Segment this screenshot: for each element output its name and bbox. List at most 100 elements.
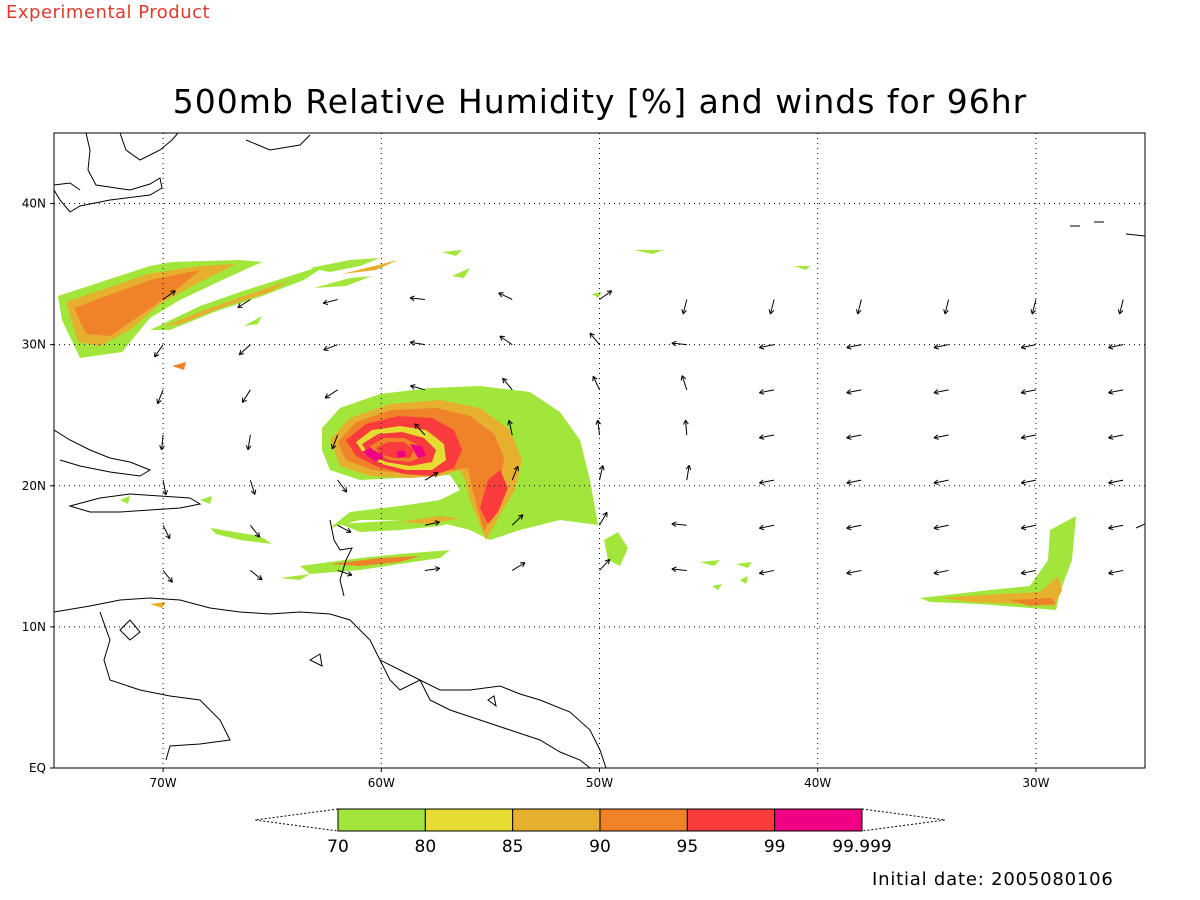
wind-arrow bbox=[671, 566, 687, 573]
wind-arrow bbox=[933, 569, 949, 576]
moisture-band-northwest bbox=[58, 250, 810, 358]
wind-arrow bbox=[595, 419, 602, 436]
wind-arrow bbox=[498, 292, 513, 300]
lat-tick-label: EQ bbox=[29, 761, 46, 775]
wind-arrow bbox=[409, 340, 426, 346]
colorbar-segment bbox=[424, 808, 514, 832]
wind-arrow bbox=[759, 344, 775, 350]
wind-arrow bbox=[681, 299, 688, 315]
wind-arrow bbox=[1020, 434, 1036, 440]
lat-tick-label: 20N bbox=[22, 479, 46, 493]
wind-arrow bbox=[680, 375, 688, 390]
colorbar-segment bbox=[512, 808, 601, 832]
wind-arrow bbox=[671, 340, 687, 347]
wind-arrow bbox=[1108, 569, 1124, 576]
wind-arrow bbox=[154, 344, 164, 358]
latitude-tick-labels: EQ 10N 20N 30N 40N bbox=[22, 197, 54, 775]
colorbar-right-extension bbox=[861, 808, 946, 832]
colorbar-segment bbox=[337, 808, 426, 832]
wind-arrow bbox=[337, 479, 348, 493]
wind-arrow bbox=[1108, 524, 1124, 531]
wind-arrow bbox=[1020, 524, 1036, 531]
wind-arrow bbox=[933, 389, 949, 395]
wind-arrow bbox=[162, 570, 173, 583]
wind-arrow bbox=[671, 521, 687, 528]
wind-arrow bbox=[592, 375, 600, 391]
wind-arrow bbox=[237, 299, 251, 309]
lat-tick-label: 10N bbox=[22, 620, 46, 634]
wind-vectors bbox=[154, 290, 1124, 583]
wind-arrow bbox=[159, 434, 165, 451]
wind-arrow bbox=[685, 465, 692, 481]
wind-arrow bbox=[1020, 479, 1036, 486]
wind-arrow bbox=[933, 524, 949, 531]
wind-arrow bbox=[511, 514, 524, 526]
wind-arrow bbox=[1020, 389, 1036, 395]
storm-moisture bbox=[120, 362, 752, 608]
wind-arrow bbox=[156, 389, 164, 405]
wind-arrow bbox=[1108, 479, 1124, 486]
colorbar-left-extension bbox=[254, 808, 339, 832]
wind-arrow bbox=[759, 434, 775, 440]
wind-arrow bbox=[162, 290, 176, 300]
experimental-product-banner: Experimental Product bbox=[6, 2, 211, 23]
wind-arrow bbox=[241, 389, 251, 403]
colorbar-level-label: 70 bbox=[327, 837, 349, 857]
colorbar-level-label: 90 bbox=[589, 837, 611, 857]
wind-arrow bbox=[1117, 299, 1124, 315]
colorbar-level-label: 99.999 bbox=[832, 837, 891, 857]
wind-arrow bbox=[511, 465, 519, 481]
colorbar-level-label: 99 bbox=[764, 837, 786, 857]
wind-arrow bbox=[507, 419, 513, 436]
wind-arrow bbox=[502, 377, 513, 391]
wind-arrow bbox=[1020, 569, 1036, 576]
colorbar-level-label: 80 bbox=[415, 837, 437, 857]
humidity-field bbox=[58, 250, 1076, 610]
wind-arrow bbox=[1020, 344, 1036, 350]
lon-tick-label: 40W bbox=[804, 776, 831, 790]
wind-arrow bbox=[846, 434, 862, 440]
wind-arrow bbox=[768, 299, 775, 315]
wind-arrow bbox=[933, 434, 949, 440]
wind-arrow bbox=[846, 479, 862, 486]
wind-arrow bbox=[424, 520, 440, 526]
wind-arrow bbox=[599, 290, 613, 300]
wind-arrow bbox=[943, 299, 950, 315]
lon-tick-label: 30W bbox=[1022, 776, 1049, 790]
wind-arrow bbox=[759, 524, 775, 531]
wind-arrow bbox=[759, 389, 775, 395]
colorbar-level-label: 95 bbox=[677, 837, 699, 857]
wind-arrow bbox=[250, 570, 263, 581]
initial-date: Initial date: 2005080106 bbox=[872, 869, 1114, 890]
wind-arrow bbox=[249, 524, 261, 538]
lon-tick-label: 50W bbox=[586, 776, 613, 790]
colorbar: 70 80 85 90 95 99 99.999 bbox=[254, 808, 946, 857]
wind-arrow bbox=[683, 419, 689, 436]
wind-arrow bbox=[846, 389, 862, 395]
chart-title: 500mb Relative Humidity [%] and winds fo… bbox=[172, 82, 1028, 121]
moisture-band-southeast bbox=[920, 516, 1076, 610]
wind-arrow bbox=[245, 434, 252, 451]
wind-arrow bbox=[324, 389, 338, 399]
wind-arrow bbox=[424, 472, 439, 481]
wind-arrow bbox=[414, 423, 426, 436]
wind-arrow bbox=[933, 344, 949, 350]
wind-arrow bbox=[855, 299, 862, 315]
wind-arrow bbox=[1108, 434, 1124, 440]
lon-tick-label: 60W bbox=[368, 776, 395, 790]
wind-arrow bbox=[846, 569, 862, 576]
wind-arrow bbox=[499, 335, 513, 346]
wind-arrow bbox=[323, 344, 338, 352]
wind-arrow bbox=[238, 344, 251, 356]
wind-arrow bbox=[162, 480, 168, 496]
wind-arrow bbox=[322, 299, 338, 306]
lat-lon-grid bbox=[54, 133, 1145, 768]
wind-arrow bbox=[1108, 389, 1124, 395]
colorbar-segment bbox=[599, 808, 688, 832]
wind-arrow bbox=[759, 569, 775, 576]
colorbar-segment bbox=[686, 808, 776, 832]
wind-arrow bbox=[933, 479, 949, 486]
wind-arrow bbox=[331, 434, 339, 450]
colorbar-level-label: 85 bbox=[502, 837, 524, 857]
